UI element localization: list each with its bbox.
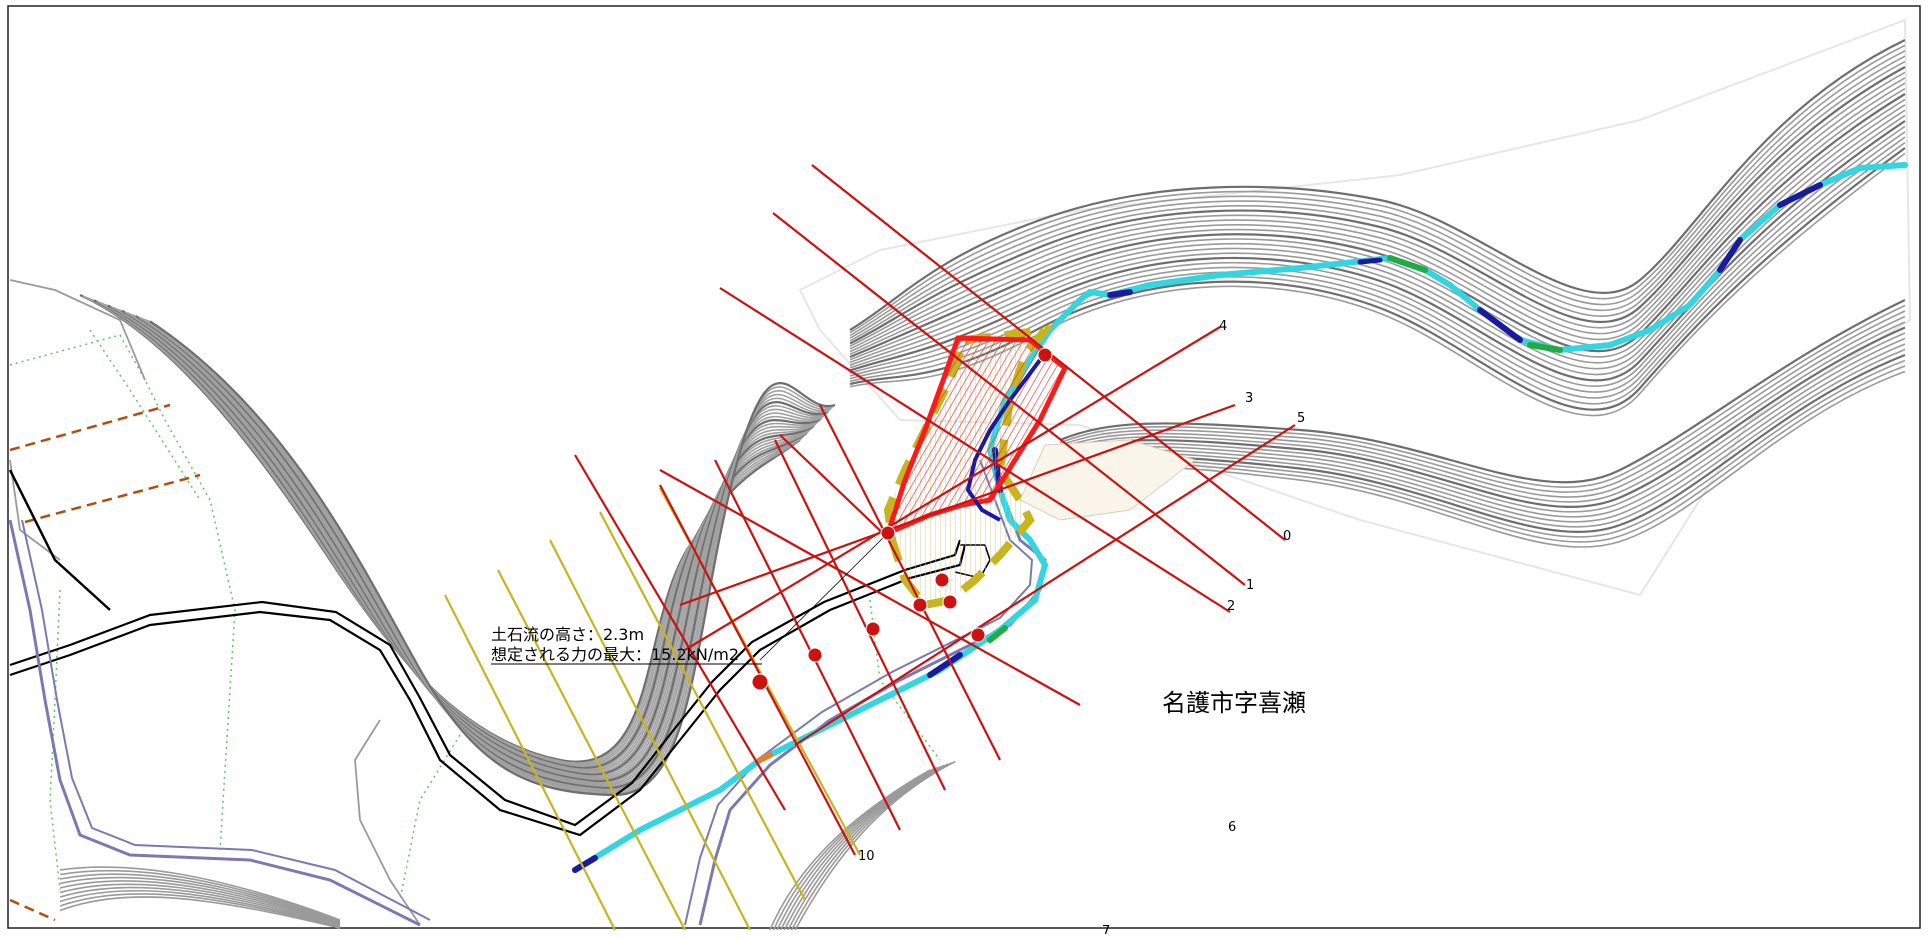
contour-line bbox=[787, 763, 949, 931]
contour-line bbox=[146, 319, 834, 795]
place-name: 名護市字喜瀬 bbox=[1162, 689, 1306, 717]
debris-flow-annotation: 土石流の高さ：2.3m 想定される力の最大：15.2kN/m2 bbox=[491, 625, 739, 664]
contour-line bbox=[849, 98, 1906, 361]
contour-line bbox=[1059, 304, 1906, 488]
annotation-leader bbox=[759, 532, 889, 661]
contour-line bbox=[1059, 315, 1906, 498]
contour-line bbox=[849, 60, 1906, 342]
debris-flow-height: 土石流の高さ：2.3m bbox=[491, 625, 644, 644]
contour-line bbox=[780, 765, 942, 931]
contour-line bbox=[132, 314, 827, 788]
section-label-3: 3 bbox=[1245, 391, 1253, 406]
contour-line bbox=[1059, 310, 1906, 493]
contour-lines-south bbox=[59, 760, 956, 931]
section-label-2: 2 bbox=[1227, 599, 1235, 614]
marker-point bbox=[880, 525, 896, 541]
contour-line bbox=[59, 869, 341, 922]
contour-line bbox=[849, 125, 1906, 388]
marker-point bbox=[934, 572, 950, 588]
section-label-4: 4 bbox=[1219, 319, 1227, 334]
contour-line bbox=[129, 313, 826, 787]
contour-line bbox=[127, 312, 825, 785]
section-label-10: 10 bbox=[858, 849, 875, 864]
contour-lines-west bbox=[79, 293, 836, 797]
contour-line bbox=[794, 760, 956, 931]
contour-line bbox=[59, 883, 341, 926]
section-label-1: 1 bbox=[1246, 578, 1254, 593]
contour-line bbox=[1059, 299, 1906, 484]
contour-line bbox=[849, 50, 1906, 337]
max-force: 想定される力の最大：15.2kN/m2 bbox=[491, 645, 739, 664]
section-label-6: 6 bbox=[1228, 820, 1236, 835]
contour-line bbox=[790, 762, 952, 931]
contour-line bbox=[59, 880, 341, 925]
contour-line bbox=[849, 87, 1906, 356]
contour-line bbox=[141, 317, 832, 792]
contour-line bbox=[849, 82, 1906, 353]
map-border bbox=[7, 5, 1921, 929]
contour-line bbox=[138, 316, 830, 791]
contour-line bbox=[59, 893, 341, 928]
contour-line bbox=[849, 77, 1906, 350]
contour-line bbox=[143, 318, 833, 794]
contour-line bbox=[849, 66, 1906, 345]
contour-line bbox=[135, 315, 829, 790]
contour-line bbox=[783, 764, 945, 931]
deposition-area bbox=[1019, 439, 1197, 521]
contour-line bbox=[1059, 321, 1906, 503]
contour-line bbox=[59, 876, 341, 924]
contour-line bbox=[149, 320, 836, 797]
contour-line bbox=[849, 109, 1906, 370]
green-dotted-boundaries bbox=[9, 329, 941, 901]
brown-dashed-boundaries bbox=[9, 403, 201, 922]
contour-line bbox=[59, 866, 341, 921]
contour-line bbox=[772, 768, 934, 931]
section-label-7: 7 bbox=[1102, 924, 1110, 934]
parcel-lines bbox=[9, 279, 421, 926]
marker-point bbox=[751, 673, 769, 691]
marker-point bbox=[807, 647, 823, 663]
contour-line bbox=[59, 896, 341, 929]
contour-line bbox=[849, 44, 1906, 334]
section-label-5: 5 bbox=[1297, 411, 1305, 426]
marker-point bbox=[970, 627, 986, 643]
section-number-labels: 0 1 2 3 4 5 6 7 10 bbox=[858, 319, 1305, 938]
contour-line bbox=[59, 886, 341, 927]
contour-line bbox=[849, 39, 1906, 331]
contour-line bbox=[59, 889, 341, 928]
contour-line bbox=[849, 55, 1906, 339]
marker-point bbox=[942, 594, 958, 610]
red-section-lines bbox=[574, 164, 1296, 856]
road bbox=[8, 469, 967, 837]
section-label-0: 0 bbox=[1283, 529, 1291, 544]
hazard-markers bbox=[751, 347, 1053, 691]
contour-line bbox=[1059, 337, 1906, 518]
contour-line bbox=[1059, 332, 1906, 513]
marker-point bbox=[912, 597, 928, 613]
marker-point bbox=[865, 621, 881, 637]
contour-line bbox=[59, 873, 341, 923]
marker-point bbox=[1037, 347, 1053, 363]
contour-line bbox=[769, 769, 931, 931]
contour-line bbox=[849, 71, 1906, 347]
